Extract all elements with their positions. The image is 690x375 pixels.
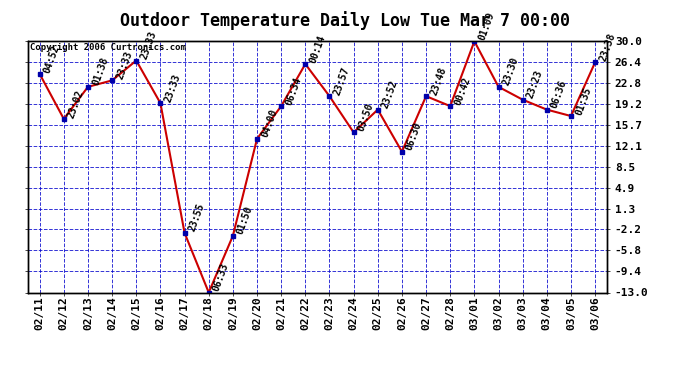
Text: 23:48: 23:48 (428, 65, 448, 96)
Text: 06:34: 06:34 (284, 75, 303, 106)
Text: 01:38: 01:38 (90, 56, 110, 87)
Text: 23:33: 23:33 (139, 30, 158, 61)
Text: 06:33: 06:33 (211, 262, 230, 293)
Text: Copyright 2006 Curtronics.com: Copyright 2006 Curtronics.com (30, 42, 186, 51)
Text: 23:23: 23:23 (525, 69, 544, 100)
Text: 06:30: 06:30 (404, 121, 424, 152)
Text: 23:30: 23:30 (501, 56, 520, 87)
Text: 01:09: 01:09 (477, 10, 496, 42)
Text: 03:50: 03:50 (356, 102, 375, 133)
Text: 06:36: 06:36 (549, 79, 569, 110)
Text: 23:02: 23:02 (66, 88, 86, 119)
Text: 00:42: 00:42 (453, 75, 472, 106)
Text: 04:52: 04:52 (42, 43, 61, 74)
Text: 04:00: 04:00 (259, 108, 279, 139)
Text: 23:33: 23:33 (163, 72, 182, 104)
Text: 23:55: 23:55 (187, 202, 206, 233)
Text: 23:33: 23:33 (115, 50, 134, 81)
Text: 23:38: 23:38 (598, 32, 617, 63)
Text: 01:35: 01:35 (573, 85, 593, 116)
Text: 23:52: 23:52 (380, 79, 400, 110)
Text: 00:14: 00:14 (308, 33, 327, 64)
Text: 01:50: 01:50 (235, 205, 255, 236)
Text: Outdoor Temperature Daily Low Tue Mar 7 00:00: Outdoor Temperature Daily Low Tue Mar 7 … (120, 11, 570, 30)
Text: 23:57: 23:57 (332, 65, 351, 96)
